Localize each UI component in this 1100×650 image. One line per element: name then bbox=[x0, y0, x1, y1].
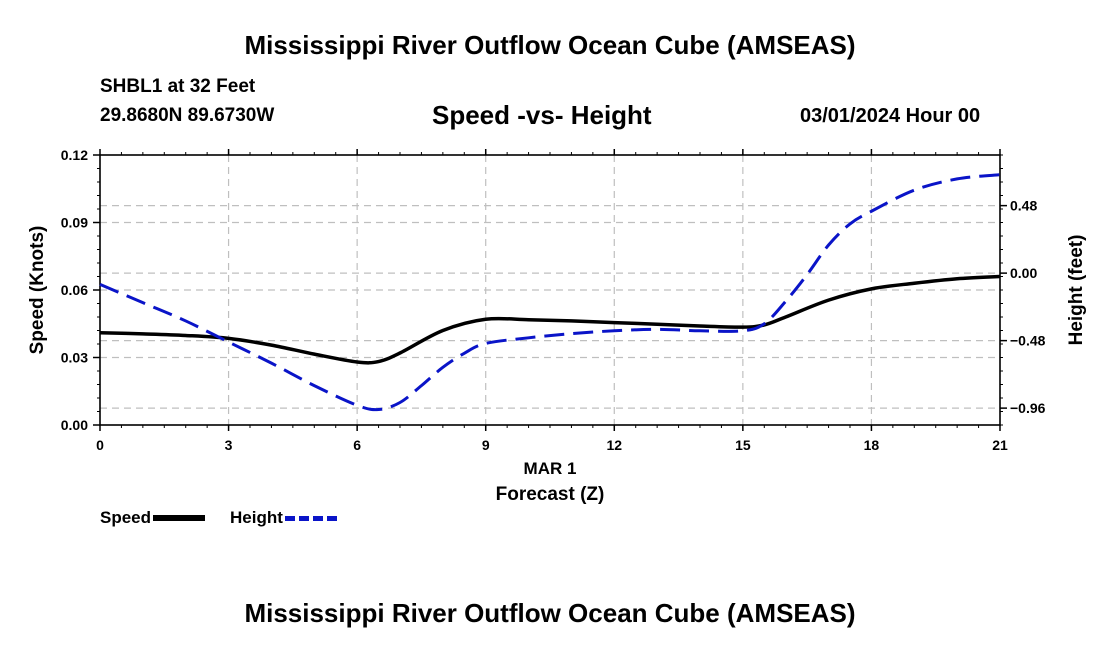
legend-height-label: Height bbox=[230, 508, 283, 527]
y-right-axis-title: Height (feet) bbox=[1066, 235, 1087, 346]
x-tick-label: 18 bbox=[864, 437, 880, 453]
y-right-tick-label: −0.96 bbox=[1010, 400, 1046, 416]
legend-speed: Speed bbox=[100, 508, 206, 528]
y-right-tick-label: 0.48 bbox=[1010, 198, 1037, 214]
x-tick-label: 21 bbox=[992, 437, 1008, 453]
y-left-tick-label: 0.06 bbox=[61, 282, 88, 298]
x-tick-label: 0 bbox=[96, 437, 104, 453]
y-left-tick-label: 0.09 bbox=[61, 215, 88, 231]
x-tick-label: 9 bbox=[482, 437, 490, 453]
legend-height-swatch bbox=[284, 515, 337, 521]
x-tick-label: 3 bbox=[225, 437, 233, 453]
legend-height: Height bbox=[230, 508, 337, 528]
series-lines bbox=[99, 173, 1001, 412]
x-axis-title: Forecast (Z) bbox=[496, 484, 605, 505]
y-left-tick-label: 0.12 bbox=[61, 147, 88, 163]
height-series-line bbox=[99, 173, 1001, 412]
datetime-label: 03/01/2024 Hour 00 bbox=[800, 105, 981, 127]
chart-subtitle: Speed -vs- Height bbox=[432, 100, 652, 130]
y-right-tick-label: 0.00 bbox=[1010, 265, 1037, 281]
y-right-tick-label: −0.48 bbox=[1010, 333, 1046, 349]
footer-title: Mississippi River Outflow Ocean Cube (AM… bbox=[244, 598, 856, 628]
legend-speed-label: Speed bbox=[100, 508, 152, 527]
y-left-axis-title: Speed (Knots) bbox=[27, 226, 48, 355]
plot-border bbox=[99, 154, 1001, 426]
y-left-tick-label: 0.00 bbox=[61, 417, 88, 433]
x-tick-label: 6 bbox=[353, 437, 361, 453]
chart-title: Mississippi River Outflow Ocean Cube (AM… bbox=[244, 30, 856, 60]
speed-series-line bbox=[99, 274, 1001, 365]
x-tick-label: 12 bbox=[606, 437, 622, 453]
y-left-tick-label: 0.03 bbox=[61, 350, 88, 366]
station-label: SHBL1 at 32 Feet bbox=[100, 76, 256, 97]
legend-speed-swatch bbox=[153, 515, 206, 521]
plot-frame bbox=[93, 149, 1007, 431]
coordinates-label: 29.8680N 89.6730W bbox=[100, 105, 275, 126]
x-tick-label: 15 bbox=[735, 437, 751, 453]
axis-labels: 0 3 6 9 12 15 18 21 0.00 0.03 0.06 0.09 0.12 −0.96 −0.… bbox=[27, 147, 1087, 505]
x-date-label: MAR 1 bbox=[524, 459, 577, 478]
